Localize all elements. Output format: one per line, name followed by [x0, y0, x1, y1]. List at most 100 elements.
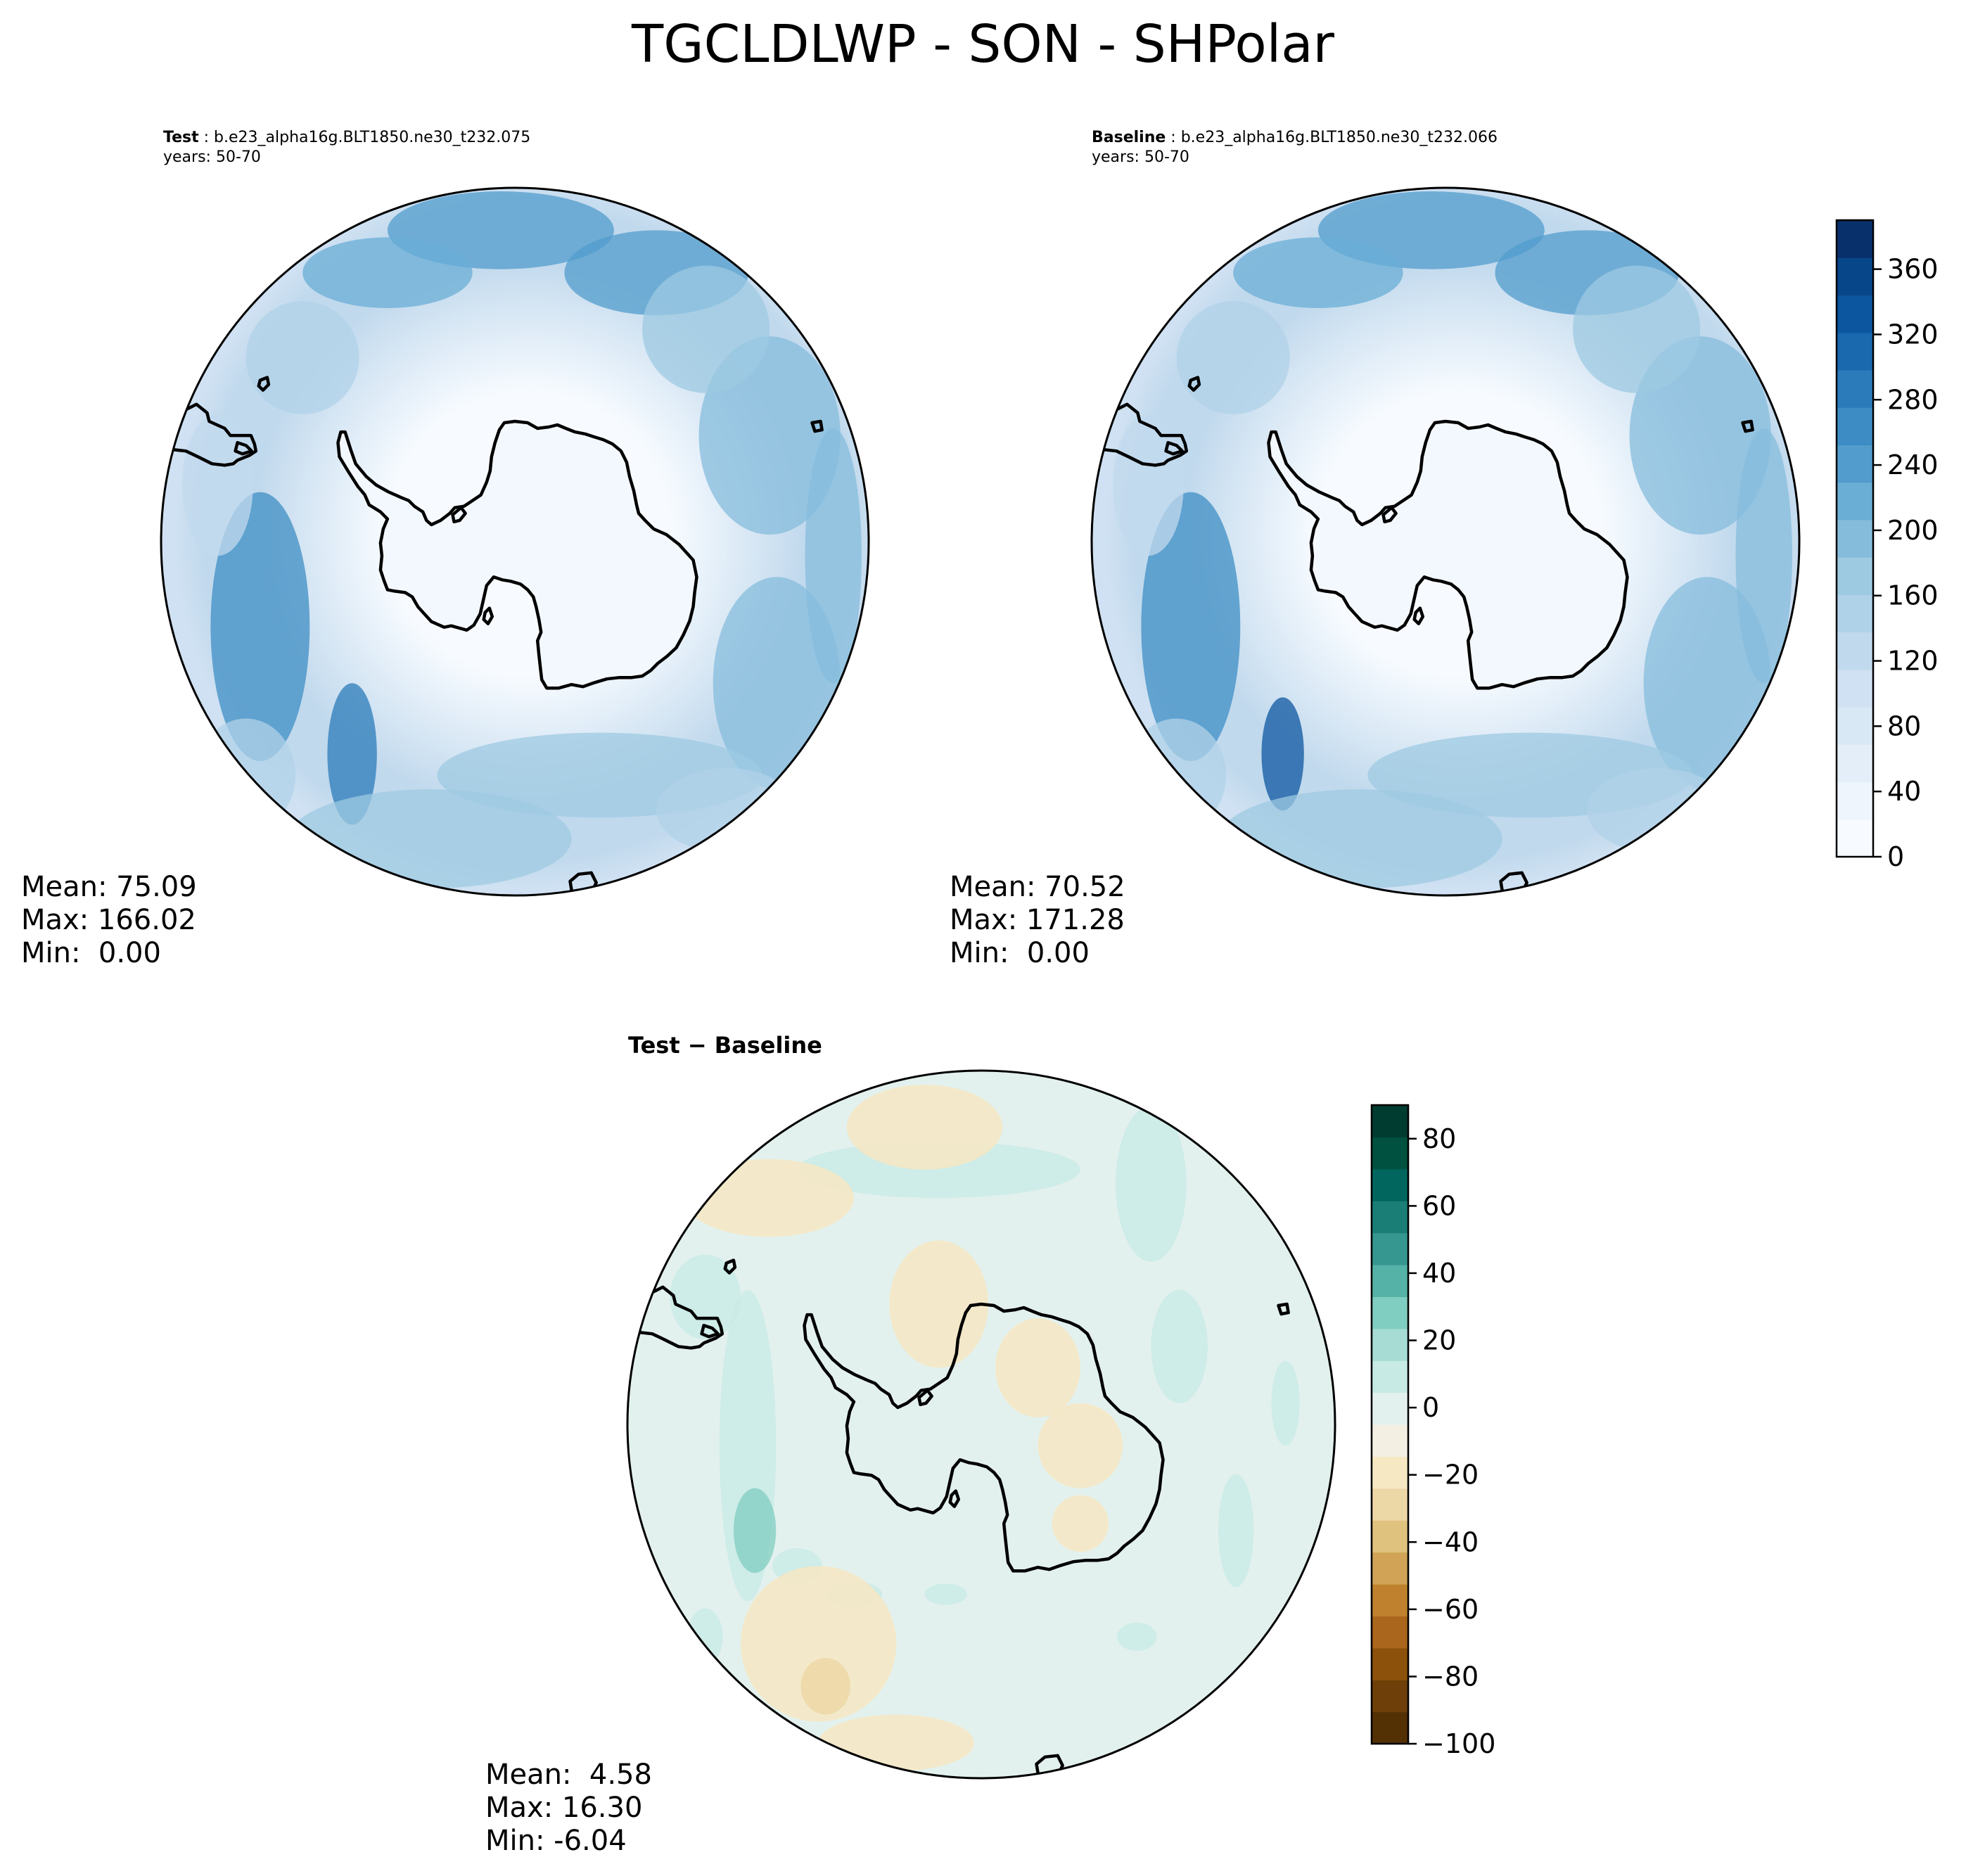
- test-coastline-tierra-del-fuego: [234, 440, 254, 456]
- test-contour-9: [805, 428, 862, 684]
- diff-colorbar-tick-label: 80: [1422, 1123, 1456, 1154]
- diff-colorbar-swatch: [1372, 1201, 1408, 1234]
- diff-colorbar-swatch: [1372, 1456, 1408, 1489]
- test-contour-6: [713, 577, 841, 790]
- diff-panel-title: Test − Baseline: [628, 1032, 822, 1059]
- baseline-label: Baseline: [1092, 129, 1166, 146]
- blues-colorbar-swatch: [1837, 445, 1873, 483]
- test-contour-2: [302, 237, 473, 309]
- blues-colorbar-tick-label: 40: [1887, 776, 1921, 807]
- diff-neg-contour-7: [800, 1657, 850, 1715]
- baseline-coastline-island-peninsula: [1381, 506, 1398, 524]
- diff-neg-contour-6: [740, 1566, 897, 1722]
- diff-colorbar-frame: [1370, 1104, 1410, 1745]
- diff-coastline-island-shelf: [948, 1489, 961, 1508]
- test-coastline-island-shelf: [482, 606, 494, 625]
- diff-colorbar-swatch: [1372, 1424, 1408, 1457]
- diff-neg-contour-0: [846, 1085, 1003, 1170]
- diff-colorbar-swatch: [1372, 1137, 1408, 1170]
- diff-neg-contour-3: [995, 1318, 1080, 1417]
- blues-colorbar-tick-label: 280: [1887, 384, 1939, 415]
- diff-stats: Mean: 4.58 Max: 16.30 Min: -6.04: [485, 1759, 652, 1858]
- diff-map: [626, 1069, 1336, 1780]
- diff-colorbar-tick-label: −20: [1422, 1460, 1479, 1491]
- test-coastline-antarctica: [336, 419, 698, 690]
- blues-colorbar-tick-label: 240: [1887, 449, 1939, 480]
- test-panel-title: Test : b.e23_alpha16g.BLT1850.ne30_t232.…: [163, 129, 531, 166]
- blues-colorbar-swatch: [1837, 257, 1873, 296]
- blues-colorbar-tick-label: 320: [1887, 319, 1939, 350]
- blues-colorbar-tick-label: 80: [1887, 710, 1921, 741]
- baseline-case-name: b.e23_alpha16g.BLT1850.ne30_t232.066: [1180, 129, 1498, 146]
- blues-colorbar-frame: [1835, 219, 1875, 858]
- diff-colorbar-tick-label: 0: [1422, 1392, 1439, 1423]
- test-min: Min: 0.00: [21, 937, 161, 969]
- diff-colorbar-tick-label: 20: [1422, 1325, 1456, 1356]
- blues-colorbar-swatch: [1837, 819, 1873, 857]
- baseline-min: Min: 0.00: [950, 937, 1090, 969]
- diff-colorbar-tick-label: −80: [1422, 1661, 1479, 1692]
- diff-max: Max: 16.30: [485, 1792, 643, 1824]
- baseline-stats: Mean: 70.52 Max: 171.28 Min: 0.00: [950, 871, 1125, 970]
- blues-colorbar-swatch: [1837, 369, 1873, 408]
- diff-contour-1: [733, 1488, 777, 1574]
- diff-min: Min: -6.04: [485, 1825, 627, 1857]
- diff-coastline-island-east: [1277, 1302, 1290, 1316]
- diff-colorbar-swatch: [1372, 1584, 1408, 1616]
- blues-colorbar-swatch: [1837, 220, 1873, 258]
- blues-colorbar-swatch: [1837, 407, 1873, 446]
- diff-colorbar-tick-label: 40: [1422, 1258, 1456, 1289]
- diff-colorbar-swatch: [1372, 1265, 1408, 1297]
- test-map: [160, 186, 870, 897]
- blues-colorbar-tick-label: 160: [1887, 580, 1939, 611]
- baseline-years: years: 50-70: [1092, 148, 1189, 166]
- diff-colorbar-swatch: [1372, 1360, 1408, 1393]
- diff-neg-contour-5: [1052, 1495, 1109, 1552]
- diff-neg-contour-8: [818, 1714, 974, 1771]
- baseline-coastline-island-shelf: [1412, 606, 1425, 625]
- diff-coastline-falklands: [723, 1258, 737, 1275]
- blues-colorbar-swatch: [1837, 519, 1873, 558]
- blues-colorbar-swatch: [1837, 781, 1873, 820]
- blues-colorbar: 0 40 80 120 160 200 240 280 320 360: [1835, 219, 1939, 872]
- baseline-panel-title: Baseline : b.e23_alpha16g.BLT1850.ne30_t…: [1092, 129, 1498, 166]
- baseline-max: Max: 171.28: [950, 904, 1125, 936]
- diff-colorbar-swatch: [1372, 1392, 1408, 1425]
- diff-colorbar-swatch: [1372, 1296, 1408, 1329]
- diff-contour-4: [1151, 1289, 1208, 1403]
- blues-colorbar-swatch: [1837, 557, 1873, 595]
- diff-contour-6: [1271, 1360, 1300, 1446]
- diff-colorbar-swatch: [1372, 1552, 1408, 1585]
- baseline-contour-10: [1176, 300, 1290, 414]
- baseline-coastline-island-east: [1741, 419, 1754, 433]
- baseline-coastline-tierra-del-fuego: [1164, 440, 1185, 456]
- baseline-contour-6: [1643, 577, 1771, 790]
- diff-coastline-island-peninsula: [917, 1389, 933, 1407]
- test-contour-8: [288, 789, 572, 888]
- blues-colorbar-swatch: [1837, 332, 1873, 371]
- blues-colorbar-tick-label: 360: [1887, 254, 1939, 285]
- diff-colorbar-swatch: [1372, 1328, 1408, 1361]
- test-years: years: 50-70: [163, 148, 261, 166]
- test-coastline-island-peninsula: [451, 506, 467, 524]
- diff-colorbar-swatch: [1372, 1680, 1408, 1713]
- blues-colorbar-swatch: [1837, 632, 1873, 670]
- diff-mean: Mean: 4.58: [485, 1759, 652, 1791]
- test-case-name: b.e23_alpha16g.BLT1850.ne30_t232.075: [214, 129, 531, 146]
- diff-neg-contour-4: [1038, 1403, 1123, 1488]
- blues-colorbar-tick-label: 0: [1887, 841, 1904, 872]
- diff-neg-contour-2: [889, 1240, 989, 1368]
- test-stats: Mean: 75.09 Max: 166.02 Min: 0.00: [21, 871, 197, 970]
- test-contour-4: [327, 683, 377, 825]
- test-coastline-falklands: [257, 376, 271, 392]
- diff-colorbar-tick-label: 60: [1422, 1190, 1456, 1221]
- test-map-boundary: [160, 186, 870, 897]
- blues-colorbar-swatch: [1837, 707, 1873, 745]
- test-coastline-island-east: [810, 419, 824, 433]
- blues-colorbar-swatch: [1837, 482, 1873, 521]
- blues-colorbar-swatch: [1837, 594, 1873, 633]
- baseline-contour-14: [1127, 718, 1227, 832]
- baseline-contour-8: [1219, 789, 1502, 888]
- diff-coastline-tierra-del-fuego: [700, 1323, 720, 1339]
